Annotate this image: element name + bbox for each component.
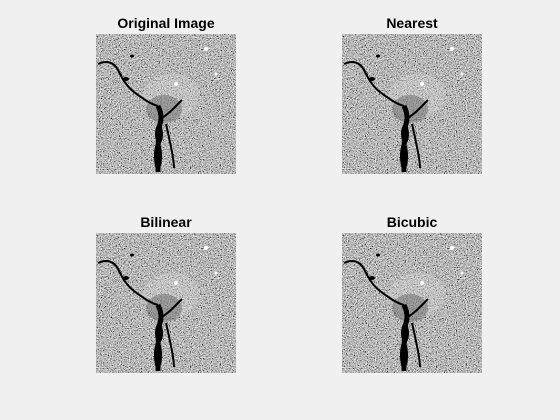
aerial-image [342, 34, 482, 174]
panel-title: Bicubic [386, 214, 438, 230]
aerial-image [342, 233, 482, 373]
panel-title: Nearest [386, 15, 438, 31]
aerial-image [96, 233, 236, 373]
image-original [96, 34, 236, 174]
image-bicubic [342, 233, 482, 373]
image-bilinear [96, 233, 236, 373]
image-nearest [342, 34, 482, 174]
aerial-image [96, 34, 236, 174]
panel-title: Original Image [117, 15, 215, 31]
panel-title: Bilinear [140, 214, 192, 230]
